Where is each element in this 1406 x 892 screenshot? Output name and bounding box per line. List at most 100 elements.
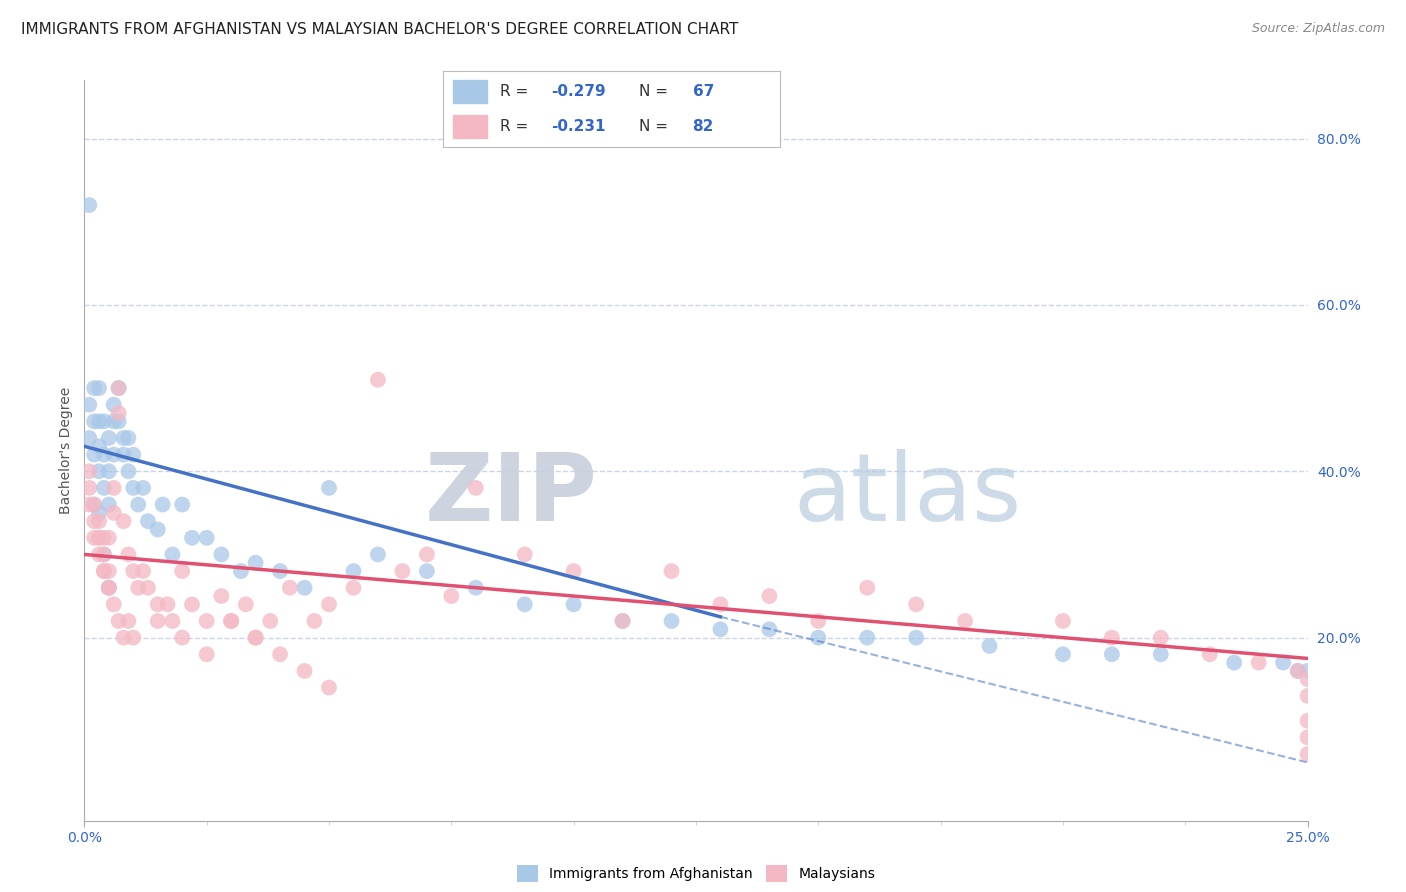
Point bbox=[107, 381, 129, 395]
Point bbox=[146, 523, 169, 537]
Point bbox=[97, 464, 120, 478]
Point bbox=[318, 681, 340, 695]
Point bbox=[97, 581, 120, 595]
Point bbox=[758, 589, 780, 603]
Point bbox=[117, 548, 139, 562]
Point bbox=[440, 589, 463, 603]
Text: N =: N = bbox=[638, 120, 672, 134]
Point bbox=[103, 481, 125, 495]
Point bbox=[107, 414, 129, 428]
Point bbox=[77, 464, 100, 478]
Point bbox=[318, 598, 340, 612]
Point bbox=[103, 398, 125, 412]
Text: ZIP: ZIP bbox=[425, 449, 598, 541]
Point bbox=[77, 198, 100, 212]
Point bbox=[172, 564, 194, 578]
Point bbox=[513, 598, 536, 612]
Point bbox=[612, 614, 634, 628]
Point bbox=[1296, 714, 1319, 728]
Point bbox=[112, 631, 135, 645]
Point bbox=[219, 614, 242, 628]
Point bbox=[93, 564, 115, 578]
Point bbox=[209, 589, 232, 603]
Point bbox=[1150, 631, 1173, 645]
Text: Source: ZipAtlas.com: Source: ZipAtlas.com bbox=[1251, 22, 1385, 36]
Point bbox=[1247, 656, 1270, 670]
Point bbox=[93, 548, 115, 562]
Point bbox=[278, 581, 301, 595]
Point bbox=[162, 548, 184, 562]
Point bbox=[87, 531, 110, 545]
Point bbox=[93, 414, 115, 428]
Bar bbox=[453, 80, 486, 103]
Point bbox=[77, 498, 100, 512]
Point bbox=[229, 564, 252, 578]
Point bbox=[107, 381, 129, 395]
Point bbox=[122, 481, 145, 495]
Point bbox=[87, 506, 110, 520]
Point bbox=[103, 448, 125, 462]
Point bbox=[979, 639, 1001, 653]
Point bbox=[112, 448, 135, 462]
Point bbox=[259, 614, 281, 628]
Bar bbox=[453, 115, 486, 138]
Point bbox=[112, 514, 135, 528]
Point bbox=[136, 514, 159, 528]
Text: R =: R = bbox=[501, 120, 533, 134]
Point bbox=[156, 598, 179, 612]
Point bbox=[342, 581, 364, 595]
Point bbox=[294, 664, 316, 678]
Point bbox=[856, 581, 879, 595]
Point bbox=[152, 498, 174, 512]
Point bbox=[245, 631, 267, 645]
Point bbox=[416, 564, 439, 578]
Point bbox=[195, 614, 218, 628]
Point bbox=[1223, 656, 1246, 670]
Point bbox=[342, 564, 364, 578]
Point bbox=[1286, 664, 1309, 678]
Point bbox=[181, 598, 204, 612]
Text: -0.231: -0.231 bbox=[551, 120, 606, 134]
Point bbox=[107, 614, 129, 628]
Point bbox=[172, 498, 194, 512]
Point bbox=[245, 631, 267, 645]
Point bbox=[294, 581, 316, 595]
Point bbox=[464, 581, 486, 595]
Text: 67: 67 bbox=[693, 85, 714, 99]
Point bbox=[905, 598, 928, 612]
Point bbox=[1296, 731, 1319, 745]
Point bbox=[87, 464, 110, 478]
Point bbox=[464, 481, 486, 495]
Point bbox=[1296, 664, 1319, 678]
Point bbox=[103, 414, 125, 428]
Point bbox=[87, 548, 110, 562]
Point bbox=[87, 381, 110, 395]
Point bbox=[1296, 689, 1319, 703]
Point bbox=[93, 481, 115, 495]
Point bbox=[83, 514, 105, 528]
Point bbox=[103, 598, 125, 612]
Point bbox=[1286, 664, 1309, 678]
Point bbox=[93, 564, 115, 578]
Point bbox=[709, 623, 731, 637]
Point bbox=[219, 614, 242, 628]
Point bbox=[661, 614, 683, 628]
Point bbox=[807, 614, 830, 628]
Point bbox=[136, 581, 159, 595]
Point bbox=[132, 564, 155, 578]
Point bbox=[97, 581, 120, 595]
Point bbox=[513, 548, 536, 562]
Point bbox=[172, 631, 194, 645]
Point bbox=[181, 531, 204, 545]
Point bbox=[93, 548, 115, 562]
Point bbox=[83, 381, 105, 395]
Point bbox=[77, 481, 100, 495]
Point bbox=[83, 531, 105, 545]
Point bbox=[77, 398, 100, 412]
Point bbox=[1052, 614, 1074, 628]
Point bbox=[195, 647, 218, 661]
Point bbox=[209, 548, 232, 562]
Point bbox=[87, 514, 110, 528]
Point bbox=[1198, 647, 1220, 661]
Point bbox=[1296, 672, 1319, 686]
